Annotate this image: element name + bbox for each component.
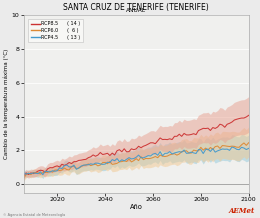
- Title: SANTA CRUZ DE TENERIFE (TENERIFE): SANTA CRUZ DE TENERIFE (TENERIFE): [63, 3, 209, 12]
- Y-axis label: Cambio de la temperatura máxima (°C): Cambio de la temperatura máxima (°C): [3, 49, 9, 159]
- Text: ANUAL: ANUAL: [126, 8, 146, 13]
- Text: © Agencia Estatal de Meteorología: © Agencia Estatal de Meteorología: [3, 213, 65, 217]
- Legend: RCP8.5      ( 14 ), RCP6.0      (  6 ), RCP4.5      ( 13 ): RCP8.5 ( 14 ), RCP6.0 ( 6 ), RCP4.5 ( 13…: [28, 19, 83, 42]
- X-axis label: Año: Año: [130, 204, 143, 210]
- Text: AEMet: AEMet: [229, 207, 255, 215]
